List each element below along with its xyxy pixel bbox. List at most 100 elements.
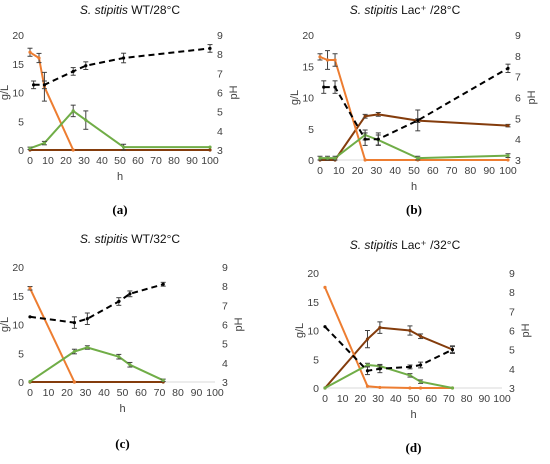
y2-axis-label: pH [233, 317, 245, 331]
panel-a: S. stipitis WT/28°C0 10 20 30 40 50 60 70 80 90 10… [0, 3, 240, 217]
y-tick-label: 10 [12, 88, 24, 100]
data-point-lactose [325, 58, 330, 62]
y2-tick-label: 8 [509, 287, 515, 299]
x-tick-label: 70 [446, 165, 458, 177]
y2-tick-label: 7 [515, 72, 521, 84]
y-tick-label: 0 [308, 155, 314, 167]
x-tick-label: 50 [408, 393, 420, 405]
y2-tick-label: 4 [217, 126, 223, 138]
x-tick-label: 60 [132, 155, 144, 167]
data-point-ethanol [325, 156, 330, 160]
data-point-ph [85, 317, 89, 321]
data-point-ph [416, 118, 420, 123]
x-tick-label: 40 [390, 393, 402, 405]
x-tick-label: 60 [425, 393, 437, 405]
y-tick-label: 20 [12, 30, 24, 42]
y-tick-label: 10 [307, 326, 319, 338]
y-tick-label: 20 [307, 268, 319, 280]
x-tick-label: 0 [317, 165, 323, 177]
y-axis-label: g/L [0, 85, 11, 100]
x-tick-label: 0 [322, 393, 328, 405]
data-point-ethanol [84, 118, 88, 122]
x-tick-label: 30 [372, 393, 384, 405]
x-tick-label: 10 [43, 387, 55, 399]
data-point-biomass [408, 328, 412, 333]
data-point-ph [363, 137, 367, 141]
series-line-biomass [320, 113, 509, 161]
x-tick-label: 70 [443, 393, 455, 405]
y2-axis-label: pH [526, 90, 538, 104]
x-tick-label: 30 [371, 165, 383, 177]
y2-tick-label: 3 [515, 155, 521, 167]
data-point-ethanol [71, 109, 75, 113]
data-point-lactose [323, 285, 327, 289]
data-point-biomass [506, 124, 510, 128]
data-point-ph [378, 367, 382, 371]
x-tick-label: 80 [168, 155, 180, 167]
data-point-ethanol [506, 154, 510, 158]
chart-title: S. stipitis WT/32°C [80, 232, 180, 246]
x-tick-label: 70 [150, 155, 162, 167]
data-point-ph [506, 66, 510, 70]
y2-tick-label: 7 [509, 306, 515, 318]
data-point-ethanol [28, 379, 32, 384]
y-tick-label: 5 [18, 348, 24, 360]
y-tick-label: 15 [307, 297, 319, 309]
y2-tick-label: 3 [509, 383, 515, 395]
chart-title-italic: S. stipitis [80, 3, 128, 17]
series-line-lactose [324, 287, 453, 389]
x-tick-label: 50 [408, 165, 420, 177]
data-point-ethanol [208, 145, 212, 149]
data-point-ph [31, 83, 36, 87]
y2-tick-label: 5 [222, 339, 228, 351]
y2-tick-label: 8 [515, 51, 521, 63]
data-point-ethanol [128, 363, 132, 367]
data-point-lactose [71, 148, 75, 152]
panel-label: (b) [406, 202, 422, 217]
data-point-ph [161, 282, 165, 286]
y-tick-label: 15 [12, 291, 24, 303]
data-point-biomass [376, 112, 380, 116]
x-tick-label: 50 [117, 387, 129, 399]
data-point-lactose [363, 158, 367, 162]
data-point-ph [323, 325, 327, 329]
series-line-lactose [319, 55, 508, 161]
y-tick-label: 10 [12, 320, 24, 332]
y2-tick-label: 8 [217, 49, 223, 61]
data-point-ph [117, 299, 121, 304]
data-point-biomass [378, 326, 382, 330]
data-point-lactose [408, 386, 412, 390]
y2-tick-label: 5 [515, 113, 521, 125]
y2-tick-label: 6 [515, 93, 521, 105]
panel-label: (d) [406, 440, 422, 455]
data-point-ethanol [408, 373, 412, 377]
data-point-lactose [28, 286, 32, 290]
data-point-ethanol [122, 145, 126, 149]
y-tick-label: 20 [302, 30, 314, 42]
y2-tick-label: 6 [509, 326, 515, 338]
y2-tick-label: 4 [509, 364, 515, 376]
data-point-lactose [378, 385, 382, 390]
x-tick-label: 90 [483, 165, 495, 177]
data-point-lactose [28, 50, 32, 54]
x-tick-label: 50 [114, 155, 126, 167]
y2-tick-label: 5 [509, 345, 515, 357]
data-point-ethanol [72, 349, 76, 354]
data-point-ethanol [117, 355, 121, 359]
y-tick-label: 15 [12, 59, 24, 71]
data-point-ethanol [418, 380, 423, 384]
panel-label: (c) [115, 436, 129, 451]
chart-title-rest: Lac⁺ /32°C [398, 238, 461, 252]
x-tick-label: 20 [61, 387, 73, 399]
x-axis-label: h [119, 403, 125, 415]
data-point-lactose [72, 380, 76, 384]
x-axis-label: h [411, 181, 417, 193]
y-tick-label: 10 [302, 93, 314, 105]
x-tick-label: 40 [98, 387, 110, 399]
y-axis-label: g/L [289, 90, 301, 105]
x-axis-label: h [117, 171, 123, 183]
y-tick-label: 5 [18, 116, 24, 128]
x-tick-label: 70 [154, 387, 166, 399]
x-tick-label: 90 [191, 387, 203, 399]
data-point-ethanol [365, 363, 370, 367]
